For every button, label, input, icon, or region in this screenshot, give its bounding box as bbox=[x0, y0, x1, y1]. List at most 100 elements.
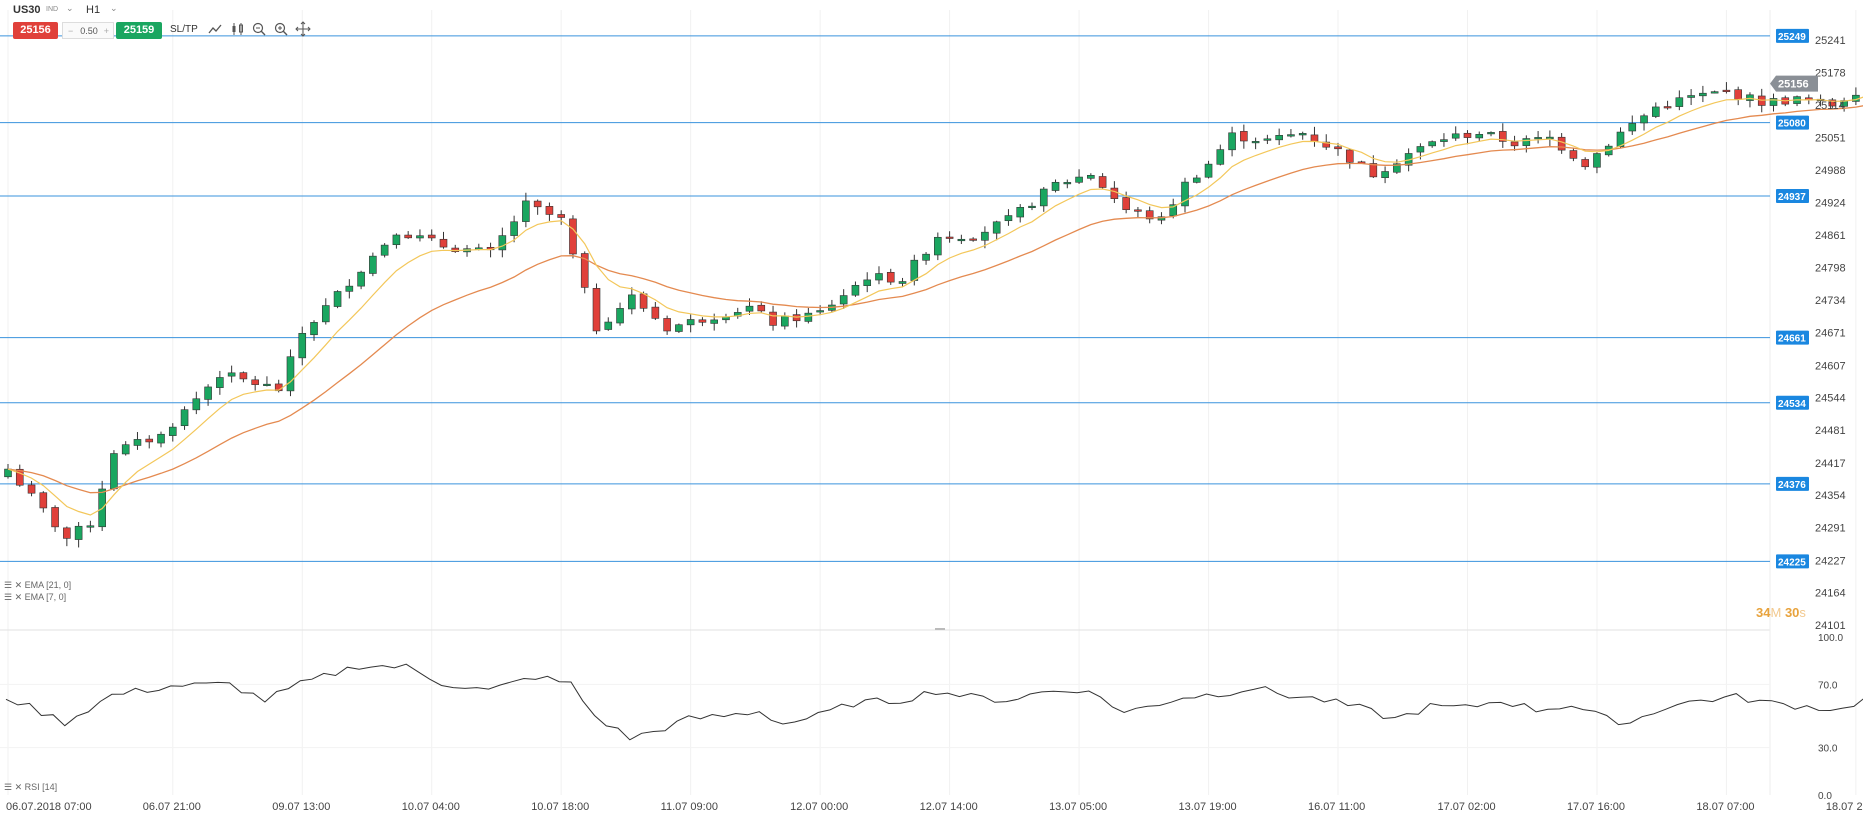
y-tick-label: 24988 bbox=[1815, 165, 1846, 177]
y-tick-label: 24354 bbox=[1815, 490, 1846, 502]
volume-stepper[interactable]: − 0.50 + bbox=[62, 22, 114, 39]
candle-body bbox=[180, 409, 189, 427]
ema7-legend[interactable]: ☰ ✕ EMA [7, 0] bbox=[4, 592, 66, 603]
level-label: 24376 bbox=[1778, 480, 1806, 491]
menu-icon[interactable]: ☰ bbox=[4, 592, 13, 602]
level-label-box bbox=[1776, 115, 1809, 130]
level-label-box bbox=[1776, 28, 1809, 43]
candle-body bbox=[39, 492, 48, 509]
candle-body bbox=[957, 238, 966, 242]
candle-body bbox=[1122, 197, 1130, 211]
candle-body bbox=[1593, 153, 1601, 168]
candle-body bbox=[369, 255, 377, 274]
candle-body bbox=[1440, 139, 1448, 142]
candle-body bbox=[380, 244, 389, 256]
y-tick-label: 24227 bbox=[1815, 555, 1846, 567]
candle-body bbox=[781, 315, 789, 327]
chevron-down-icon[interactable]: ⌄ bbox=[110, 3, 118, 13]
menu-icon[interactable]: ☰ bbox=[4, 580, 13, 590]
candle-body bbox=[1263, 138, 1272, 141]
rsi-line bbox=[5, 663, 1863, 741]
chevron-down-icon[interactable]: ⌄ bbox=[66, 3, 74, 13]
candle-body bbox=[1016, 207, 1025, 218]
volume-minus-button[interactable]: − bbox=[68, 26, 74, 36]
candle-body bbox=[510, 221, 518, 236]
ema21-legend[interactable]: ☰ ✕ EMA [21, 0] bbox=[4, 580, 71, 591]
candle-body bbox=[392, 234, 401, 246]
candle-body bbox=[1051, 181, 1060, 191]
zoom-in-icon[interactable] bbox=[273, 21, 289, 37]
close-icon[interactable]: ✕ bbox=[14, 782, 23, 792]
candle-body bbox=[157, 433, 165, 444]
line-chart-icon[interactable] bbox=[207, 21, 223, 37]
candle-body bbox=[1828, 99, 1837, 107]
candle-body bbox=[875, 273, 883, 281]
candle-body bbox=[204, 386, 212, 400]
volume-plus-button[interactable]: + bbox=[103, 26, 109, 36]
timeframe-selector[interactable]: H1 bbox=[86, 4, 101, 16]
candle-body bbox=[1145, 210, 1154, 220]
candle-body bbox=[121, 444, 130, 455]
candle-body bbox=[1640, 115, 1648, 124]
axes: 06.07.2018 07:00 06.07 21:00 09.07 13:00 10… bbox=[6, 35, 1863, 813]
y-tick-label: 24861 bbox=[1815, 230, 1846, 242]
candle-body bbox=[675, 324, 683, 332]
level-label-box bbox=[1776, 476, 1809, 491]
y-tick-label: 24671 bbox=[1815, 328, 1846, 340]
volume-input[interactable]: 0.50 bbox=[80, 26, 98, 36]
menu-icon[interactable]: ☰ bbox=[4, 782, 13, 792]
candle-body bbox=[15, 468, 24, 486]
crosshair-icon[interactable] bbox=[295, 21, 311, 37]
x-tick-label: 06.07 21:00 bbox=[143, 801, 201, 813]
countdown-minutes-unit: M bbox=[1770, 605, 1782, 620]
candle-body bbox=[769, 311, 777, 326]
sell-button[interactable]: 25156 bbox=[13, 22, 58, 39]
candle-body bbox=[1699, 92, 1707, 97]
level-label-box bbox=[1776, 330, 1809, 345]
level-label: 25249 bbox=[1778, 32, 1806, 43]
sltp-button[interactable]: SL/TP bbox=[170, 24, 198, 35]
candle-body bbox=[1004, 215, 1013, 222]
horizontal-levels[interactable]: 25249 25080 24937 24661 24534 24376 24225 bbox=[0, 28, 1809, 569]
chart-toolbar: US30 IND ⌄ H1 ⌄ 25156 − 0.50 + 25159 SL/… bbox=[0, 0, 360, 48]
y-tick-label: 24417 bbox=[1815, 458, 1846, 470]
candle-body bbox=[757, 304, 766, 312]
candle-body bbox=[981, 231, 989, 241]
x-tick-label: 17.07 02:00 bbox=[1437, 801, 1495, 813]
candle-body bbox=[145, 438, 154, 443]
close-icon[interactable]: ✕ bbox=[14, 580, 23, 590]
candle-body bbox=[639, 293, 648, 309]
level-label: 24937 bbox=[1778, 192, 1806, 203]
candle-body bbox=[616, 308, 624, 324]
buy-button[interactable]: 25159 bbox=[116, 22, 162, 39]
countdown-seconds-unit: s bbox=[1799, 605, 1806, 620]
candle-body bbox=[816, 310, 824, 313]
candlestick-icon[interactable] bbox=[230, 21, 246, 37]
candle-body bbox=[110, 453, 118, 490]
x-tick-label: 18.07 21:00 bbox=[1826, 801, 1863, 813]
candle-body bbox=[651, 306, 660, 319]
close-icon[interactable]: ✕ bbox=[14, 592, 23, 602]
x-tick-label: 12.07 14:00 bbox=[920, 801, 978, 813]
candle-body bbox=[533, 200, 542, 208]
x-tick-label: 13.07 19:00 bbox=[1179, 801, 1237, 813]
x-tick-label: 06.07.2018 07:00 bbox=[6, 801, 92, 813]
y-tick-label: 24798 bbox=[1815, 262, 1846, 274]
rsi-tick-label: 0.0 bbox=[1818, 791, 1832, 802]
y-tick-label: 24101 bbox=[1815, 620, 1846, 632]
candle-body bbox=[1487, 132, 1495, 135]
candle-body bbox=[839, 295, 848, 305]
candle-body bbox=[1228, 132, 1236, 151]
candle-body bbox=[1534, 137, 1542, 140]
level-label-box bbox=[1776, 189, 1809, 203]
symbol-name[interactable]: US30 bbox=[13, 4, 41, 16]
candle-body bbox=[804, 312, 813, 322]
ema-lines bbox=[7, 96, 1863, 516]
candle-body bbox=[1181, 181, 1189, 207]
candlestick-series bbox=[4, 82, 1860, 548]
candle-body bbox=[251, 379, 259, 385]
panel-resize-handle bbox=[935, 628, 945, 630]
zoom-out-icon[interactable] bbox=[251, 21, 267, 37]
rsi-legend[interactable]: ☰ ✕ RSI [14] bbox=[4, 782, 57, 793]
